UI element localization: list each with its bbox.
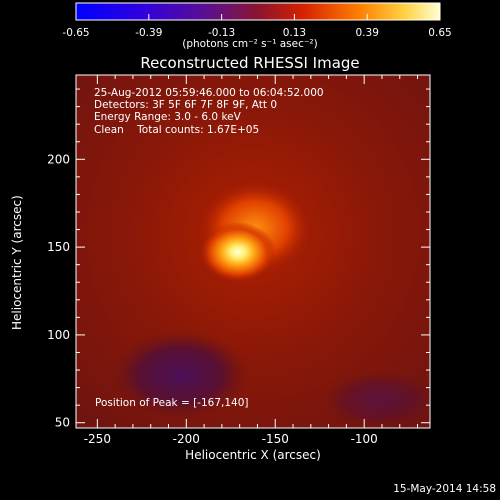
- colorbar-tick-label: -0.65: [62, 27, 89, 39]
- plot-frame: [75, 74, 431, 429]
- colorbar-ticks: -0.65 -0.39 -0.13 0.13 0.39 0.65: [62, 14, 452, 39]
- time-range: 25-Aug-2012 05:59:46.000 to 06:04:52.000: [94, 87, 324, 99]
- axis-ticks: -250 -200 -150 -100 50 100 150 200: [47, 75, 430, 446]
- source-core: [200, 222, 276, 282]
- x-tick-label: -100: [351, 432, 378, 446]
- y-tick-label: 50: [55, 416, 70, 430]
- energy-range: Energy Range: 3.0 - 6.0 keV: [94, 111, 241, 124]
- colorbar-units: (photons cm⁻² s⁻¹ asec⁻²): [182, 38, 318, 50]
- x-axis-label: Heliocentric X (arcsec): [185, 448, 321, 462]
- observation-info: 25-Aug-2012 05:59:46.000 to 06:04:52.000…: [94, 87, 324, 136]
- footer-timestamp: 15-May-2014 14:58: [393, 483, 496, 495]
- colorbar: -0.65 -0.39 -0.13 0.13 0.39 0.65: [62, 2, 452, 39]
- colorbar-tick-label: 0.13: [283, 27, 306, 39]
- y-tick-label: 150: [47, 240, 70, 254]
- colorbar-tick-label: 0.39: [356, 27, 379, 39]
- colorbar-tick-label: -0.13: [208, 27, 235, 39]
- detectors: Detectors: 3F 5F 6F 7F 8F 9F, Att 0: [94, 99, 278, 112]
- dark-region: [110, 330, 250, 420]
- dark-region-right: [320, 370, 430, 428]
- peak-position: Position of Peak = [-167,140]: [95, 397, 249, 409]
- x-tick-label: -150: [262, 432, 289, 446]
- y-tick-label: 100: [47, 328, 70, 342]
- algorithm-counts: Clean Total counts: 1.67E+05: [94, 123, 260, 136]
- colorbar-tick-label: -0.39: [135, 27, 162, 39]
- colorbar-gradient: [75, 2, 441, 21]
- x-tick-label: -200: [173, 432, 200, 446]
- plot-title: Reconstructed RHESSI Image: [140, 54, 360, 72]
- x-tick-label: -250: [84, 432, 111, 446]
- colorbar-tick-label: 0.65: [428, 27, 451, 39]
- y-tick-label: 200: [47, 152, 70, 166]
- y-axis-label: Heliocentric Y (arcsec): [10, 195, 24, 330]
